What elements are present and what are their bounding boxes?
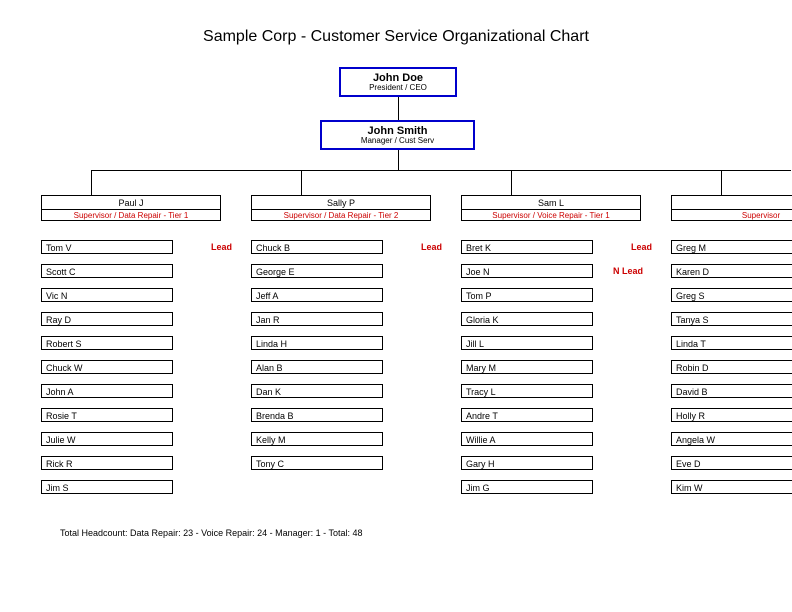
supervisor-role: Supervisor / Voice Repair - Tier 1	[462, 210, 640, 222]
employee-box: Linda T	[671, 336, 792, 350]
supervisor-box: Paul JSupervisor / Data Repair - Tier 1	[41, 195, 221, 221]
supervisor-role: Supervisor	[672, 210, 792, 222]
employee-box: Tracy L	[461, 384, 593, 398]
employee-box: Gloria K	[461, 312, 593, 326]
employee-box: Alan B	[251, 360, 383, 374]
lead-tag: Lead	[211, 242, 232, 252]
employee-box: Karen D	[671, 264, 792, 278]
supervisor-name	[672, 196, 792, 210]
exec-role: Manager / Cust Serv	[322, 137, 473, 146]
employee-box: Tony C	[251, 456, 383, 470]
employee-box: John A	[41, 384, 173, 398]
employee-box: Joe N	[461, 264, 593, 278]
lead-tag: N Lead	[613, 266, 643, 276]
employee-box: David B	[671, 384, 792, 398]
supervisor-name: Paul J	[42, 196, 220, 210]
supervisor-role: Supervisor / Data Repair - Tier 2	[252, 210, 430, 222]
supervisor-box: Supervisor	[671, 195, 792, 221]
employee-box: Willie A	[461, 432, 593, 446]
exec-name: John Doe	[341, 72, 455, 84]
employee-box: Chuck W	[41, 360, 173, 374]
employee-box: Mary M	[461, 360, 593, 374]
employee-box: Linda H	[251, 336, 383, 350]
chart-title: Sample Corp - Customer Service Organizat…	[0, 28, 792, 46]
employee-box: Rick R	[41, 456, 173, 470]
employee-box: Andre T	[461, 408, 593, 422]
exec-box-ceo: John DoePresident / CEO	[339, 67, 457, 97]
employee-box: Tanya S	[671, 312, 792, 326]
employee-box: Chuck B	[251, 240, 383, 254]
employee-box: Angela W	[671, 432, 792, 446]
connector-line	[91, 170, 92, 195]
employee-box: Vic N	[41, 288, 173, 302]
employee-box: Jeff A	[251, 288, 383, 302]
employee-box: Kelly M	[251, 432, 383, 446]
connector-line	[91, 170, 791, 171]
employee-box: Jim S	[41, 480, 173, 494]
employee-box: Gary H	[461, 456, 593, 470]
employee-box: Jill L	[461, 336, 593, 350]
employee-box: George E	[251, 264, 383, 278]
lead-tag: Lead	[631, 242, 652, 252]
supervisor-box: Sally PSupervisor / Data Repair - Tier 2	[251, 195, 431, 221]
supervisor-name: Sally P	[252, 196, 430, 210]
employee-box: Bret K	[461, 240, 593, 254]
supervisor-role: Supervisor / Data Repair - Tier 1	[42, 210, 220, 222]
lead-tag: Lead	[421, 242, 442, 252]
employee-box: Kim W	[671, 480, 792, 494]
employee-box: Greg M	[671, 240, 792, 254]
employee-box: Brenda B	[251, 408, 383, 422]
employee-box: Holly R	[671, 408, 792, 422]
connector-line	[398, 97, 399, 120]
employee-box: Dan K	[251, 384, 383, 398]
employee-box: Eve D	[671, 456, 792, 470]
supervisor-box: Sam LSupervisor / Voice Repair - Tier 1	[461, 195, 641, 221]
connector-line	[511, 170, 512, 195]
supervisor-name: Sam L	[462, 196, 640, 210]
exec-name: John Smith	[322, 125, 473, 137]
employee-box: Julie W	[41, 432, 173, 446]
employee-box: Ray D	[41, 312, 173, 326]
employee-box: Robert S	[41, 336, 173, 350]
connector-line	[398, 150, 399, 170]
employee-box: Rosie T	[41, 408, 173, 422]
employee-box: Scott C	[41, 264, 173, 278]
connector-line	[301, 170, 302, 195]
connector-line	[721, 170, 722, 195]
exec-box-mgr: John SmithManager / Cust Serv	[320, 120, 475, 150]
exec-role: President / CEO	[341, 84, 455, 93]
employee-box: Jim G	[461, 480, 593, 494]
employee-box: Tom V	[41, 240, 173, 254]
employee-box: Jan R	[251, 312, 383, 326]
footer-totals: Total Headcount: Data Repair: 23 - Voice…	[60, 528, 363, 538]
employee-box: Greg S	[671, 288, 792, 302]
employee-box: Robin D	[671, 360, 792, 374]
employee-box: Tom P	[461, 288, 593, 302]
